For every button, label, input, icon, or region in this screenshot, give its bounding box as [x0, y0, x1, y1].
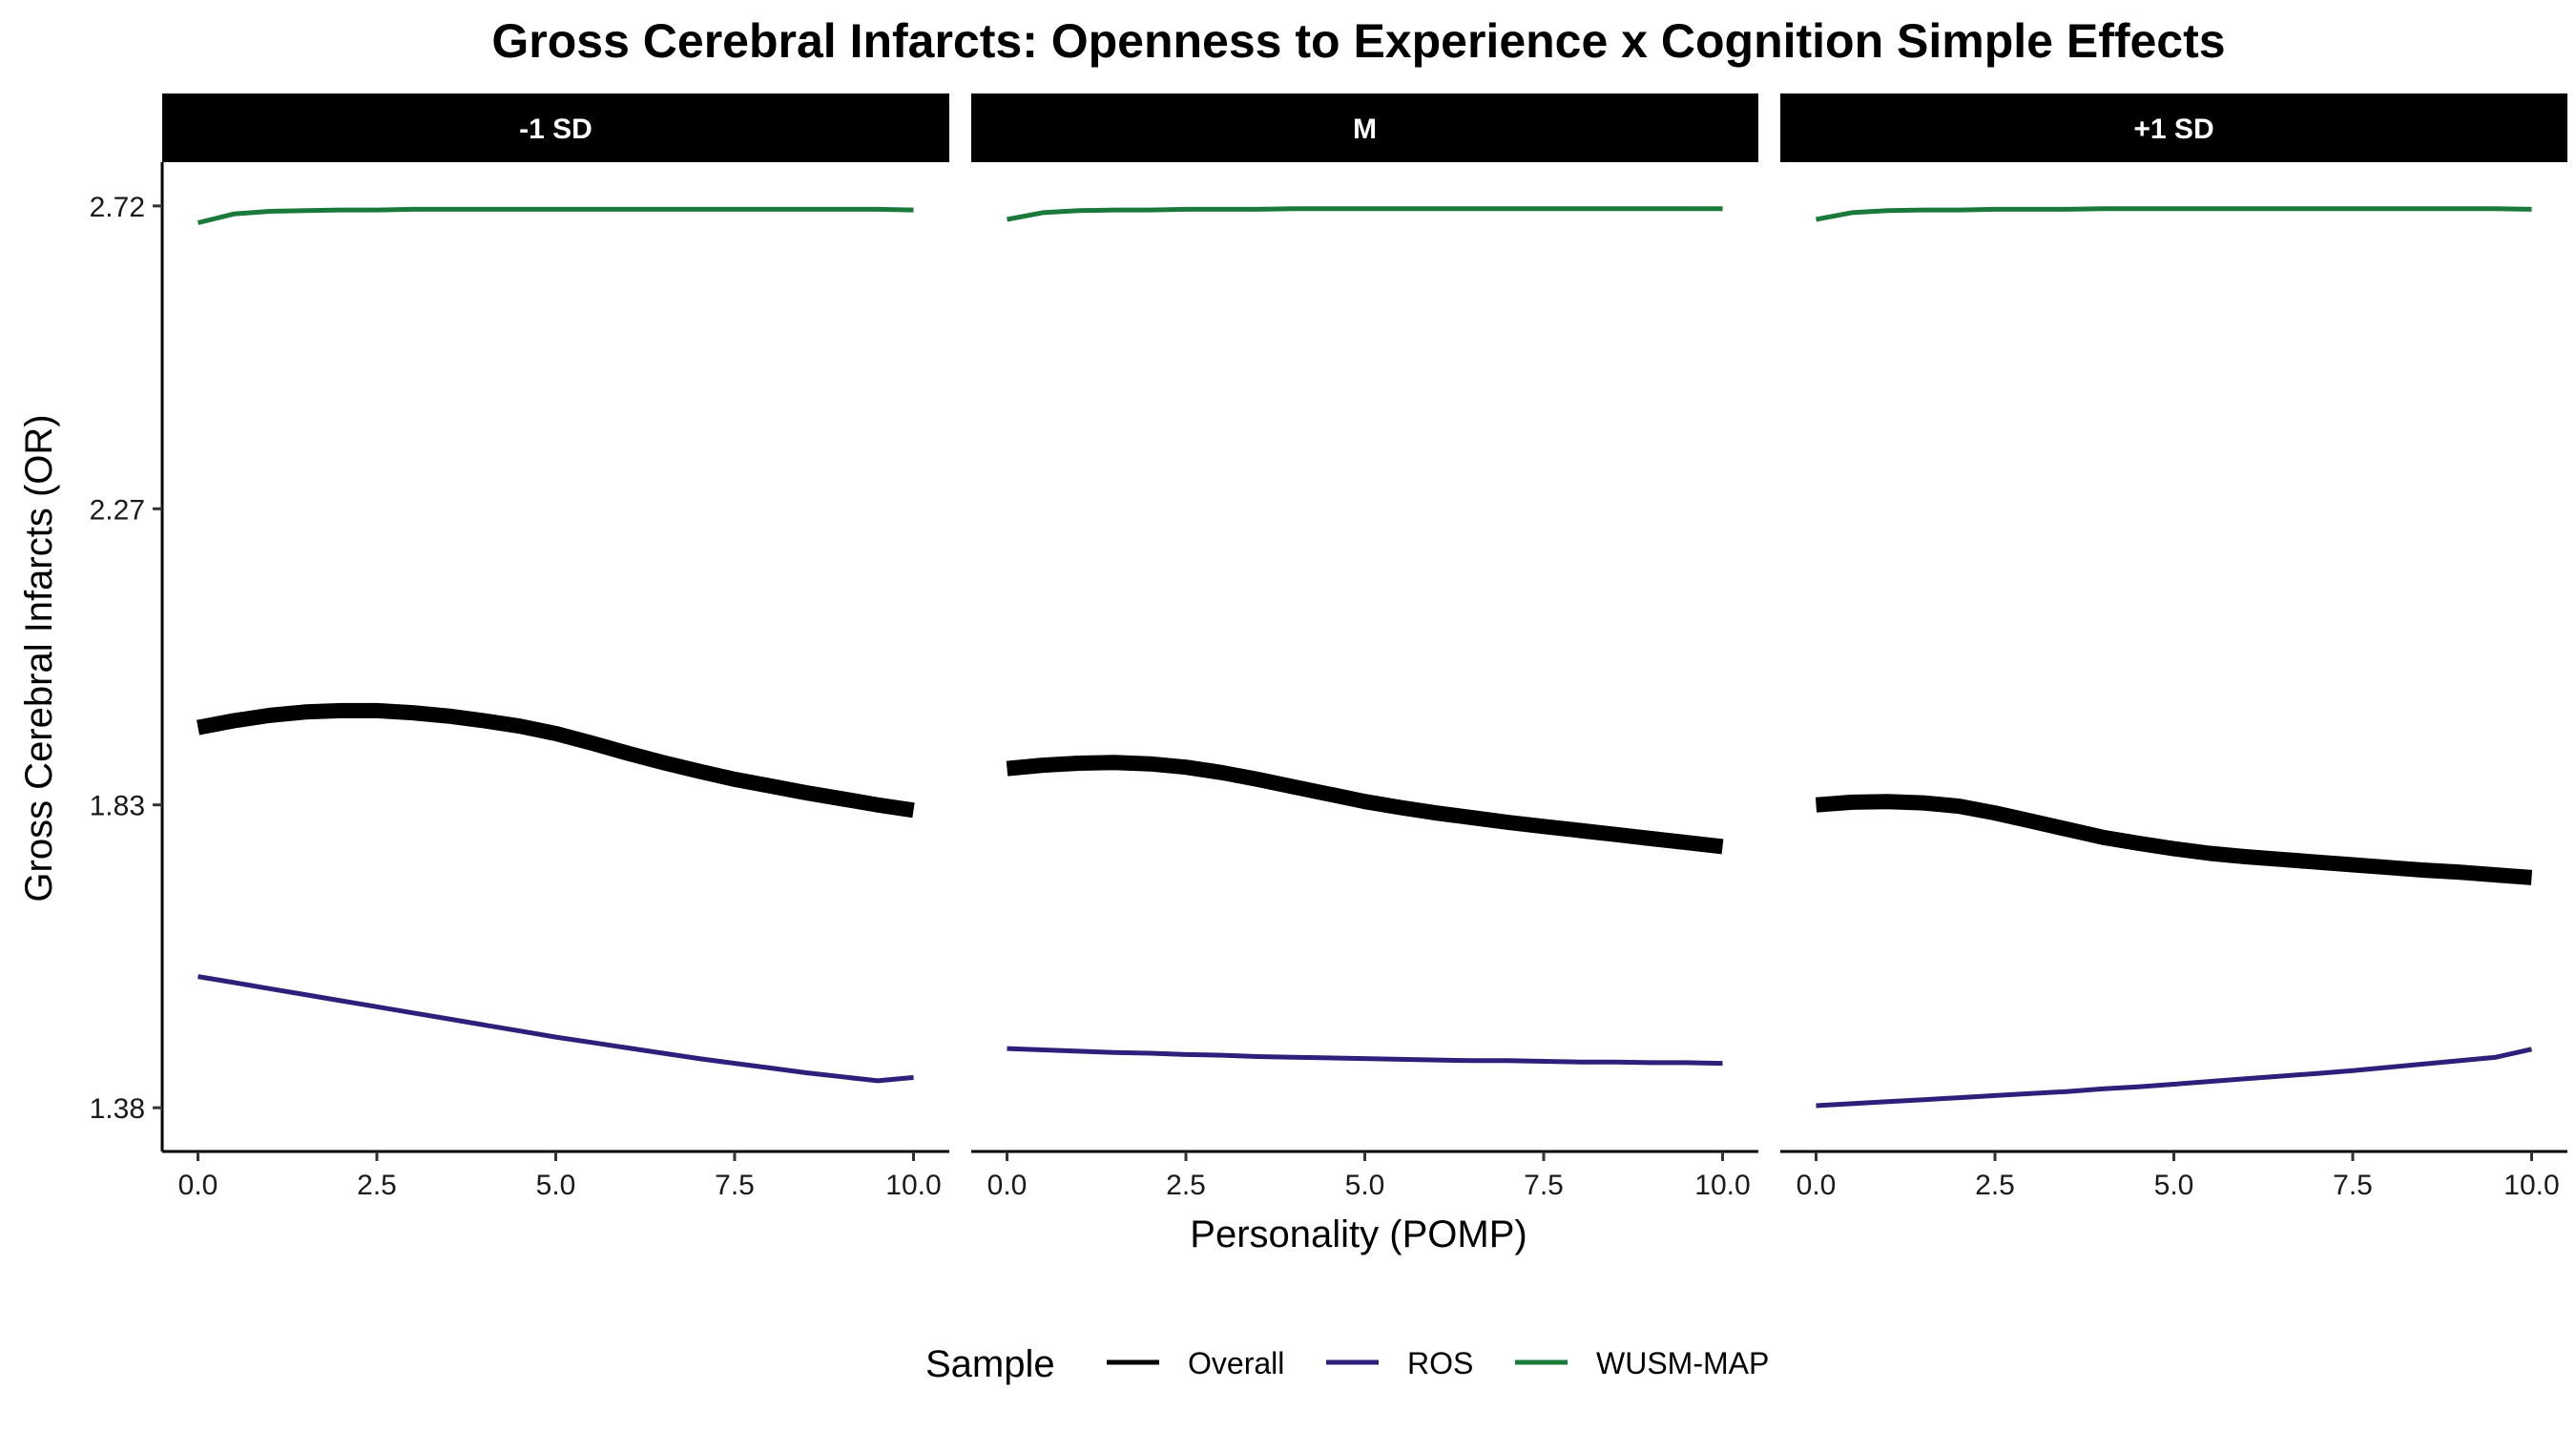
x-tick-label: 10.0 — [1694, 1170, 1750, 1201]
x-tick-label: 2.5 — [1166, 1170, 1206, 1201]
x-tick-label: 0.0 — [1797, 1170, 1837, 1201]
panel-strip-label: +1 SD — [2133, 114, 2213, 145]
panel-strip-label: -1 SD — [519, 114, 592, 145]
x-tick-label: 10.0 — [2503, 1170, 2559, 1201]
series-line-ros — [197, 974, 914, 1084]
panel-2: M 0.0 2.5 5.0 7.5 10.0 — [971, 93, 1758, 1201]
series-line-overall — [1815, 794, 2533, 885]
x-tick-label: 7.5 — [715, 1170, 755, 1201]
series-line-wusm-map — [197, 206, 914, 225]
x-tick-label: 7.5 — [2333, 1170, 2373, 1201]
x-tick-label: 5.0 — [536, 1170, 576, 1201]
legend-entry: Overall — [1107, 1346, 1284, 1380]
legend-entry: ROS — [1326, 1346, 1473, 1380]
series-line-ros — [1007, 1046, 1723, 1067]
x-tick-label: 0.0 — [987, 1170, 1028, 1201]
panel-strip — [1780, 93, 2567, 162]
legend-label: WUSM-MAP — [1596, 1346, 1769, 1380]
panels-layer: -1 SD 1.38 1.83 2.27 2.72 0.0 2.5 5.0 7.5 10.0 M 0.… — [90, 93, 2567, 1201]
chart-title: Gross Cerebral Infarcts: Openness to Exp… — [491, 14, 2225, 68]
legend: Overall ROS WUSM-MAP — [1107, 1346, 1769, 1380]
x-tick-label: 5.0 — [2154, 1170, 2194, 1201]
series-line-wusm-map — [1007, 206, 1723, 222]
legend-title: Sample — [925, 1343, 1055, 1385]
panel-1: -1 SD 1.38 1.83 2.27 2.72 0.0 2.5 5.0 7.5 10.0 — [90, 93, 949, 1201]
legend-label: Overall — [1188, 1346, 1284, 1380]
series-line-wusm-map — [1816, 206, 2532, 222]
series-line-ros — [1816, 1047, 2533, 1109]
y-tick-label: 2.27 — [90, 494, 145, 526]
x-tick-label: 5.0 — [1345, 1170, 1385, 1201]
y-axis-title: Gross Cerebral Infarcts (OR) — [18, 414, 60, 902]
y-tick-label: 2.72 — [90, 192, 145, 223]
y-tick-label: 1.83 — [90, 791, 145, 822]
panel-3: +1 SD 0.0 2.5 5.0 7.5 10.0 — [1780, 93, 2567, 1201]
x-tick-label: 2.5 — [1975, 1170, 2015, 1201]
series-line-overall — [1006, 755, 1724, 855]
x-tick-label: 10.0 — [885, 1170, 941, 1201]
legend-label: ROS — [1407, 1346, 1473, 1380]
x-tick-label: 7.5 — [1524, 1170, 1564, 1201]
y-tick-label: 1.38 — [90, 1093, 145, 1125]
series-line-overall — [197, 702, 915, 819]
x-axis-title: Personality (POMP) — [1190, 1213, 1527, 1255]
panel-strip-label: M — [1353, 114, 1377, 145]
legend-entry: WUSM-MAP — [1515, 1346, 1769, 1380]
panel-strip — [971, 93, 1758, 162]
x-tick-label: 0.0 — [178, 1170, 218, 1201]
panel-strip — [162, 93, 949, 162]
x-tick-label: 2.5 — [357, 1170, 397, 1201]
